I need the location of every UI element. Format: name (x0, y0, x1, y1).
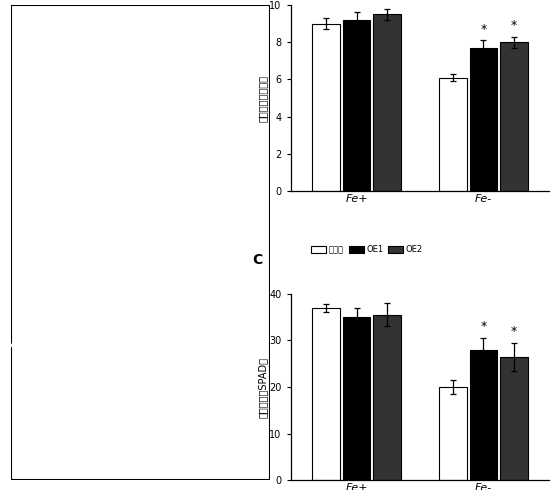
Text: *: * (511, 325, 517, 338)
Text: 野生型: 野生型 (148, 440, 159, 445)
Bar (500, 42, 528, 191)
Bar (312, 24, 340, 191)
Bar (440, 77, 467, 191)
Bar (440, 387, 467, 480)
Text: OE2: OE2 (90, 441, 103, 445)
Text: Fe+: Fe+ (59, 457, 77, 465)
Text: C: C (252, 253, 262, 267)
Text: Fe-: Fe- (180, 457, 194, 465)
Bar (500, 357, 528, 480)
Bar (374, 14, 401, 191)
Text: OE2: OE2 (211, 441, 225, 445)
Y-axis label: 叶綠素含量SPAD）: 叶綠素含量SPAD） (258, 357, 268, 417)
Bar (343, 20, 370, 191)
Bar (374, 315, 401, 480)
Bar (470, 350, 497, 480)
Text: OE1: OE1 (181, 441, 194, 445)
Text: A: A (22, 19, 31, 32)
Text: *: * (480, 23, 487, 36)
Bar (312, 308, 340, 480)
Y-axis label: 茎叶长度（厘米）: 茎叶长度（厘米） (258, 74, 268, 122)
Text: *: * (480, 320, 487, 333)
Legend: 野生型, OE1, OE2: 野生型, OE1, OE2 (307, 242, 426, 258)
Text: OE1: OE1 (62, 441, 74, 445)
Bar (343, 317, 370, 480)
Text: *: * (511, 19, 517, 32)
Bar (470, 48, 497, 191)
Text: 野生型: 野生型 (31, 440, 43, 445)
